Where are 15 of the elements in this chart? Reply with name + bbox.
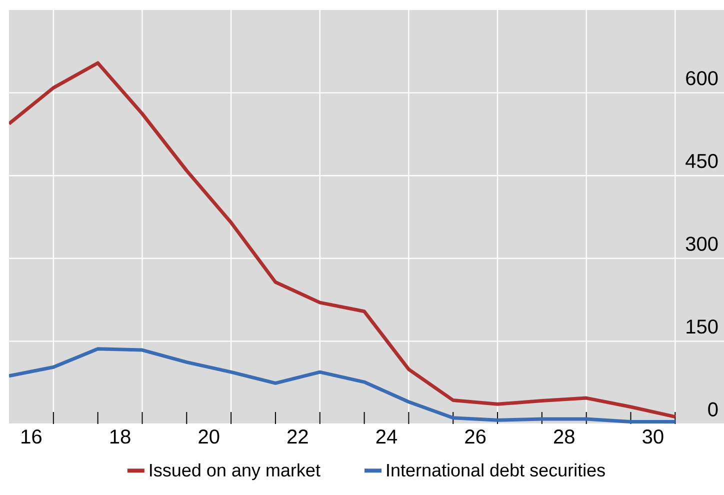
x-tick-label: 18 (110, 430, 130, 444)
x-tick-label: 30 (642, 430, 664, 444)
legend-label: Issued on any market (150, 463, 320, 480)
y-tick-label: 450 (686, 154, 718, 168)
legend-label: International debt securities (387, 463, 605, 477)
x-tick-label: 26 (465, 430, 486, 444)
y-tick-label: 0 (708, 402, 718, 416)
y-tick-label: 600 (686, 71, 718, 86)
x-tick-label: 16 (22, 430, 42, 444)
x-tick-label: 28 (554, 430, 574, 444)
x-tick-label: 20 (198, 430, 220, 444)
x-tick-label: 22 (288, 430, 308, 444)
y-tick-label: 150 (686, 320, 718, 334)
y-tick-label: 300 (686, 236, 718, 251)
x-tick-label: 24 (376, 430, 398, 444)
